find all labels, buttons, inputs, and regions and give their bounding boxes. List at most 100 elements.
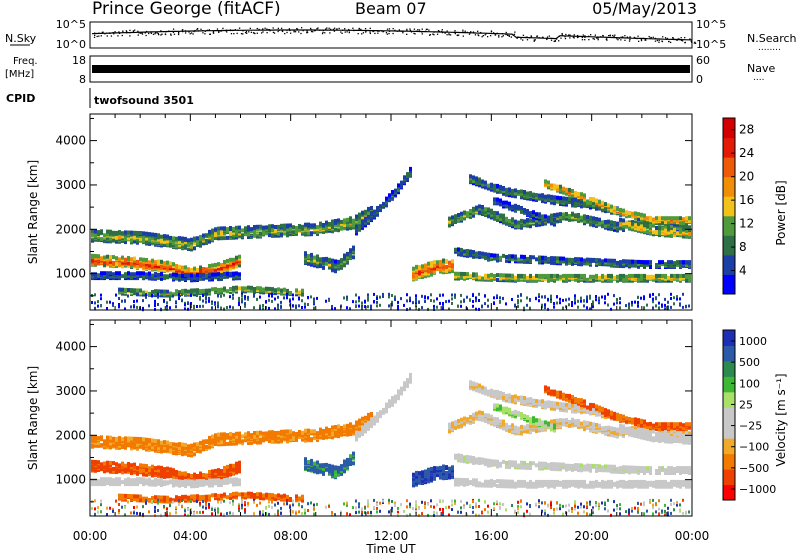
power-cell	[133, 235, 136, 240]
power-cell	[361, 210, 364, 215]
velocity-cell	[94, 499, 96, 503]
power-cell	[283, 226, 286, 231]
noise-point	[593, 38, 596, 40]
power-cell	[496, 253, 499, 258]
station-title: Prince George (fitACF)	[92, 0, 281, 19]
noise-point	[577, 36, 580, 38]
noise-point	[676, 39, 678, 41]
power-cell	[514, 219, 517, 224]
power-cell	[148, 260, 151, 265]
noise-point	[273, 32, 276, 34]
noise-point	[666, 37, 669, 40]
power-cell	[418, 300, 420, 304]
power-cell	[568, 303, 570, 307]
power-cell	[412, 301, 414, 305]
power-cell	[646, 274, 649, 279]
power-cell	[466, 295, 468, 299]
noise-point	[129, 29, 131, 32]
power-cell	[541, 214, 544, 219]
power-cell	[487, 183, 490, 188]
noise-point	[230, 33, 233, 35]
noise-point	[590, 34, 592, 36]
power-cell	[220, 230, 223, 235]
power-cell	[424, 295, 426, 299]
power-cell	[265, 225, 268, 230]
power-cell	[100, 304, 102, 308]
noise-point	[154, 33, 156, 35]
power-cell	[247, 297, 249, 301]
noise-point	[441, 29, 443, 31]
power-cell	[244, 302, 246, 306]
power-cell	[673, 225, 676, 230]
noise-point	[573, 34, 575, 36]
power-cell	[145, 258, 148, 262]
noise-point	[508, 35, 511, 37]
power-cell	[556, 259, 559, 264]
velocity-cell	[97, 460, 100, 465]
noise-point	[664, 37, 667, 39]
power-cell	[451, 259, 454, 264]
noise-point	[208, 29, 210, 31]
noise-point	[396, 30, 398, 32]
power-cell	[463, 249, 466, 254]
power-cell	[523, 273, 526, 278]
power-cell	[253, 287, 256, 291]
velocity-cell	[118, 511, 120, 515]
power-cell	[505, 273, 508, 278]
power-cell	[667, 305, 669, 309]
power-cell	[289, 227, 292, 232]
noise-point	[376, 30, 379, 32]
power-cell	[337, 228, 340, 233]
noise-point	[316, 27, 318, 30]
power-cell	[655, 297, 657, 301]
noise-point	[673, 38, 676, 41]
power-cell	[370, 206, 373, 210]
power-cell	[301, 288, 304, 293]
power-cell	[328, 222, 331, 226]
velocity-cell	[130, 494, 133, 499]
power-cell	[514, 254, 517, 259]
noise-point	[229, 29, 232, 32]
noise-point	[588, 38, 590, 41]
noise-point	[132, 31, 135, 33]
noise-point	[262, 31, 264, 33]
power-cell	[523, 254, 526, 259]
power-cell	[643, 295, 645, 299]
power-cell	[187, 238, 190, 243]
power-cell	[241, 300, 243, 304]
power-cell	[616, 221, 619, 226]
power-cell	[367, 298, 369, 302]
power-cell	[637, 212, 640, 217]
noise-point	[658, 41, 660, 43]
cpid-label: CPID	[6, 92, 35, 105]
velocity-cell	[112, 436, 115, 441]
velocity-cell	[154, 513, 156, 517]
noise-point	[581, 39, 584, 41]
power-cell	[430, 271, 433, 276]
power-cell	[106, 229, 109, 234]
power-cell	[592, 302, 594, 306]
noise-point	[536, 35, 538, 38]
power-cell	[199, 234, 202, 239]
noise-point	[220, 30, 222, 32]
power-cell	[163, 274, 166, 279]
power-cell	[202, 294, 204, 297]
power-cell	[589, 196, 592, 201]
velocity-cell	[157, 495, 160, 500]
power-cell	[544, 303, 546, 307]
power-cell	[163, 299, 165, 302]
power-cell	[301, 224, 304, 229]
power-cell	[541, 255, 544, 260]
noise-point	[522, 34, 525, 36]
power-cell	[502, 213, 505, 218]
power-cell	[208, 296, 210, 300]
power-cell	[190, 305, 192, 309]
power-cell	[121, 264, 124, 269]
noise-point	[606, 39, 608, 41]
power-cell	[172, 262, 175, 267]
power-cell	[145, 293, 147, 297]
noise-point	[656, 39, 658, 42]
power-cell	[250, 288, 253, 293]
power-cell	[262, 307, 264, 311]
